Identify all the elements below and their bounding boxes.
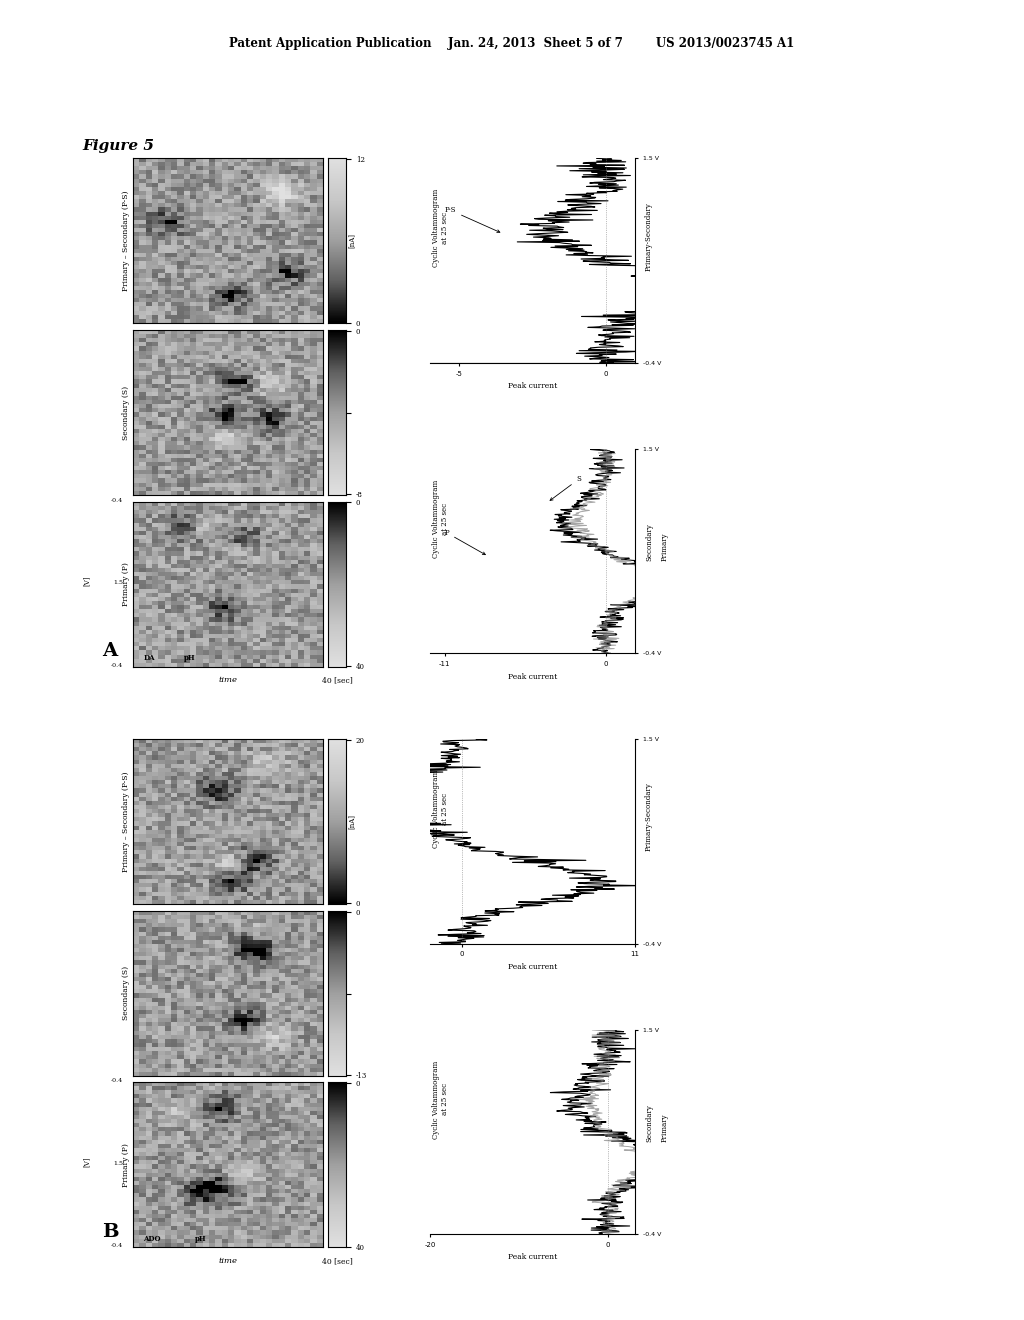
Text: Primary: Primary [660,532,669,561]
Text: ADO: ADO [143,1234,161,1243]
Y-axis label: Primary (P): Primary (P) [122,562,130,606]
Text: [V]: [V] [83,576,91,586]
Text: Secondary: Secondary [645,523,653,561]
Text: 40 [sec]: 40 [sec] [322,676,352,685]
Y-axis label: Primary – Secondary (P-S): Primary – Secondary (P-S) [122,771,130,873]
Text: Patent Application Publication    Jan. 24, 2013  Sheet 5 of 7        US 2013/002: Patent Application Publication Jan. 24, … [229,37,795,50]
Text: -0.4: -0.4 [111,1078,123,1084]
Y-axis label: Primary (P): Primary (P) [122,1143,130,1187]
Text: Cyclic Voltammogram
at 25 sec: Cyclic Voltammogram at 25 sec [432,189,449,268]
Y-axis label: Secondary (S): Secondary (S) [122,385,130,440]
X-axis label: Peak current: Peak current [508,964,557,972]
Text: time: time [218,1257,238,1266]
Text: S: S [550,475,582,500]
Text: [nA]: [nA] [348,814,356,829]
Text: Primary: Primary [660,1113,669,1142]
Text: -0.4: -0.4 [111,498,123,503]
Text: B: B [102,1222,119,1241]
Text: [V]: [V] [83,1156,91,1167]
Text: Primary-Secondary: Primary-Secondary [645,783,653,851]
X-axis label: Peak current: Peak current [508,383,557,391]
X-axis label: Peak current: Peak current [508,673,557,681]
X-axis label: Peak current: Peak current [508,1254,557,1262]
Text: Primary-Secondary: Primary-Secondary [645,202,653,271]
Text: Cyclic Voltammogram
at 25 sec: Cyclic Voltammogram at 25 sec [432,1060,449,1139]
Text: 1.5: 1.5 [113,1160,123,1166]
Text: A: A [102,642,118,660]
Y-axis label: Primary – Secondary (P-S): Primary – Secondary (P-S) [122,190,130,292]
Text: pH: pH [184,653,196,663]
Text: [nA]: [nA] [348,234,356,248]
Text: -0.4: -0.4 [111,1243,123,1249]
Text: P: P [444,529,485,554]
Text: DA: DA [143,653,155,663]
Y-axis label: Secondary (S): Secondary (S) [122,966,130,1020]
Text: Cyclic Voltammogram
at 25 sec: Cyclic Voltammogram at 25 sec [432,479,449,558]
Text: time: time [218,676,238,685]
Text: 40 [sec]: 40 [sec] [322,1257,352,1266]
Text: Cyclic Voltammogram
at 25 sec: Cyclic Voltammogram at 25 sec [432,770,449,849]
Text: Figure 5: Figure 5 [82,139,154,153]
Text: Secondary: Secondary [645,1104,653,1142]
Text: 1.5: 1.5 [113,579,123,585]
Text: P-S: P-S [444,206,500,232]
Text: pH: pH [195,1234,206,1243]
Text: -0.4: -0.4 [111,663,123,668]
